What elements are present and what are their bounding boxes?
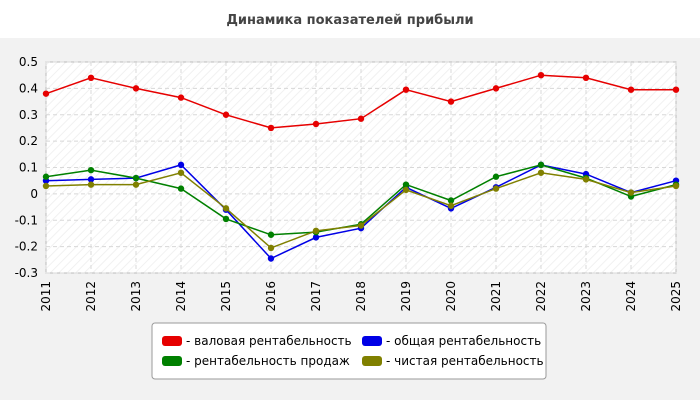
data-point <box>222 205 230 212</box>
legend-swatch <box>162 356 182 366</box>
data-point <box>42 90 50 97</box>
data-point <box>672 182 680 190</box>
data-point <box>312 120 320 128</box>
y-tick-label: -0.3 <box>15 266 38 280</box>
y-tick-label: -0.1 <box>15 213 38 227</box>
x-tick-label: 2020 <box>444 281 458 312</box>
data-point <box>672 86 680 93</box>
data-point <box>447 98 455 105</box>
x-tick-label: 2017 <box>309 281 323 312</box>
x-tick-label: 2024 <box>624 281 638 312</box>
x-tick-label: 2025 <box>669 281 683 312</box>
legend-label: - чистая рентабельность <box>386 354 544 368</box>
legend-item: - валовая рентабельность <box>162 334 352 348</box>
y-tick-label: 0 <box>30 187 38 201</box>
y-tick-label: 0.4 <box>19 81 38 95</box>
x-axis: 2011 2012 2013 2014 2015 2016 2017 2018 2019 2020… <box>39 281 683 312</box>
legend-swatch <box>362 336 382 346</box>
legend-label: - рентабельность продаж <box>186 354 350 368</box>
data-point <box>402 86 410 93</box>
x-tick-label: 2018 <box>354 281 368 312</box>
data-point <box>492 85 500 92</box>
x-tick-label: 2023 <box>579 281 593 312</box>
legend-box <box>151 322 547 380</box>
data-point <box>132 181 140 188</box>
data-point <box>177 94 185 101</box>
legend-item: - общая рентабельность <box>362 334 541 348</box>
data-point <box>492 185 500 192</box>
data-point <box>402 181 410 188</box>
data-point <box>537 71 545 79</box>
data-point <box>177 169 185 176</box>
data-point <box>627 86 635 93</box>
data-point <box>177 161 185 169</box>
data-point <box>132 174 140 182</box>
series-4 <box>42 169 680 252</box>
data-point <box>357 222 365 229</box>
data-point <box>582 176 590 183</box>
chart-title: Динамика показателей прибыли <box>226 13 473 28</box>
series-lines <box>42 71 680 262</box>
data-point <box>222 215 230 223</box>
data-point <box>357 115 365 122</box>
data-point <box>267 255 275 262</box>
data-point <box>402 186 410 194</box>
y-tick-label: -0.2 <box>15 240 38 254</box>
data-point <box>582 74 590 82</box>
x-tick-label: 2022 <box>534 281 548 312</box>
legend-label: - общая рентабельность <box>386 334 541 348</box>
data-point <box>492 173 500 180</box>
data-point <box>177 185 185 192</box>
data-point <box>87 181 95 188</box>
y-tick-label: 0.1 <box>19 161 38 175</box>
legend: - валовая рентабельность - общая рентабел… <box>151 322 547 380</box>
x-tick-label: 2013 <box>129 281 143 312</box>
data-point <box>267 244 275 252</box>
data-point <box>267 231 275 238</box>
x-tick-label: 2011 <box>39 281 53 312</box>
series-1 <box>42 71 680 132</box>
data-point <box>537 169 545 176</box>
x-tick-label: 2016 <box>264 281 278 312</box>
legend-swatch <box>162 336 182 346</box>
y-axis: 0.5 0.4 0.3 0.2 0.1 0 -0.1 -0.2 -0.3 <box>15 55 38 280</box>
x-tick-label: 2015 <box>219 281 233 312</box>
x-tick-label: 2014 <box>174 281 188 312</box>
data-point <box>267 124 275 132</box>
y-tick-label: 0.5 <box>19 55 38 69</box>
legend-swatch <box>362 356 382 366</box>
data-point <box>87 176 95 183</box>
data-point <box>312 234 320 241</box>
y-tick-label: 0.3 <box>19 108 38 122</box>
data-point <box>312 227 320 234</box>
x-tick-label: 2021 <box>489 281 503 312</box>
legend-label: - валовая рентабельность <box>186 334 352 348</box>
data-point <box>132 85 140 92</box>
y-tick-label: 0.2 <box>19 134 38 148</box>
data-point <box>87 74 95 82</box>
data-point <box>42 173 50 180</box>
data-point <box>627 189 635 196</box>
data-point <box>87 166 95 174</box>
data-point <box>447 202 455 209</box>
data-point <box>447 197 455 204</box>
title-background <box>0 0 700 38</box>
legend-item: - рентабельность продаж <box>162 354 350 368</box>
legend-item: - чистая рентабельность <box>362 354 544 368</box>
data-point <box>42 182 50 190</box>
data-point <box>222 111 230 118</box>
x-tick-label: 2012 <box>84 281 98 312</box>
x-tick-label: 2019 <box>399 281 413 312</box>
data-point <box>537 161 545 169</box>
